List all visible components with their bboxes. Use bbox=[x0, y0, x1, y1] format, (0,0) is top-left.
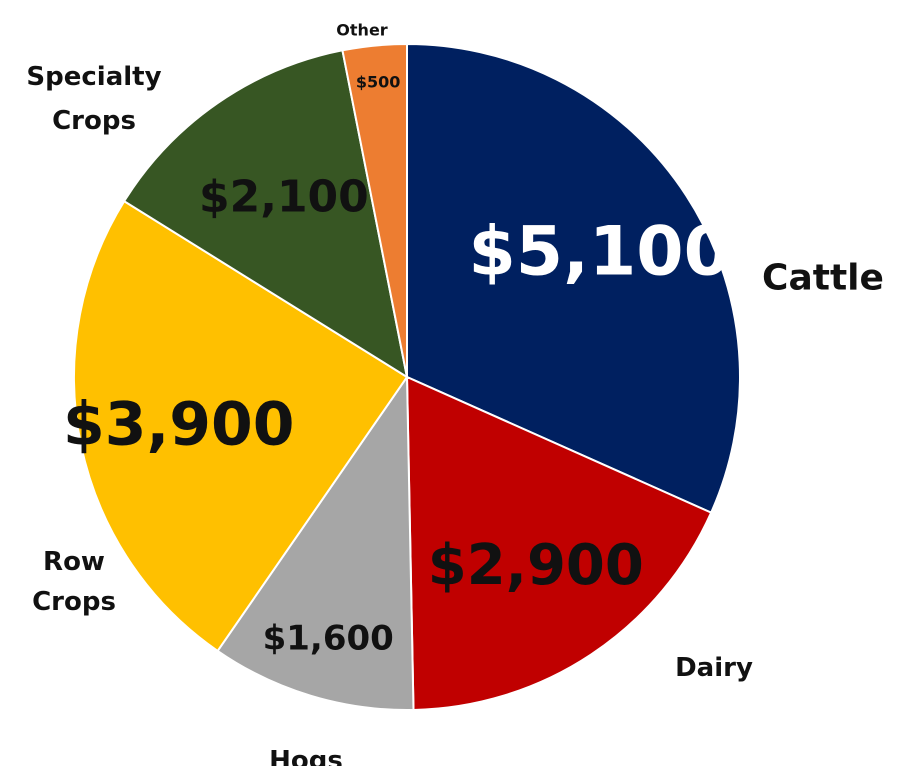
category-label-specialty-crops-line-2: Crops bbox=[52, 106, 136, 136]
value-label-hogs: $1,600 bbox=[263, 618, 394, 658]
pie-slices bbox=[73, 42, 741, 711]
category-labels: Cattle Dairy Hogs Row Crops Specialty Crops Oth… bbox=[26, 21, 884, 770]
value-label-specialty-crops: $2,100 bbox=[199, 172, 369, 223]
pie-slice-other bbox=[341, 42, 408, 378]
value-labels: $5,100 $2,900 $1,600 $3,900 $2,100 $500 bbox=[63, 73, 731, 659]
category-label-cattle: Cattle bbox=[762, 258, 884, 299]
pie-slice-dairy bbox=[405, 375, 713, 711]
category-label-specialty-crops: Specialty Crops bbox=[26, 62, 161, 136]
value-label-dairy: $2,900 bbox=[428, 533, 644, 598]
category-label-row-crops-line-1: Row bbox=[43, 547, 105, 577]
category-label-dairy: Dairy bbox=[675, 653, 753, 683]
value-label-row-crops: $3,900 bbox=[63, 389, 295, 459]
category-label-row-crops: Row Crops bbox=[32, 547, 116, 617]
category-label-cattle-line-1: Cattle bbox=[762, 258, 884, 299]
pie-slice-row-crops bbox=[73, 199, 409, 653]
pie-slice-cattle bbox=[406, 42, 741, 514]
category-label-hogs-line-1: Hogs bbox=[269, 746, 343, 766]
category-label-other-line-1: Other bbox=[336, 21, 387, 40]
category-label-specialty-crops-line-1: Specialty bbox=[26, 62, 161, 92]
pie-slice-specialty-crops bbox=[122, 49, 409, 380]
pie-slice-hogs bbox=[216, 373, 415, 711]
category-label-dairy-line-1: Dairy bbox=[675, 653, 753, 683]
category-label-hogs: Hogs bbox=[269, 746, 343, 766]
category-label-other: Other bbox=[336, 21, 387, 40]
value-label-other: $500 bbox=[356, 73, 401, 92]
category-label-row-crops-line-2: Crops bbox=[32, 587, 116, 617]
value-label-cattle: $5,100 bbox=[468, 212, 730, 291]
